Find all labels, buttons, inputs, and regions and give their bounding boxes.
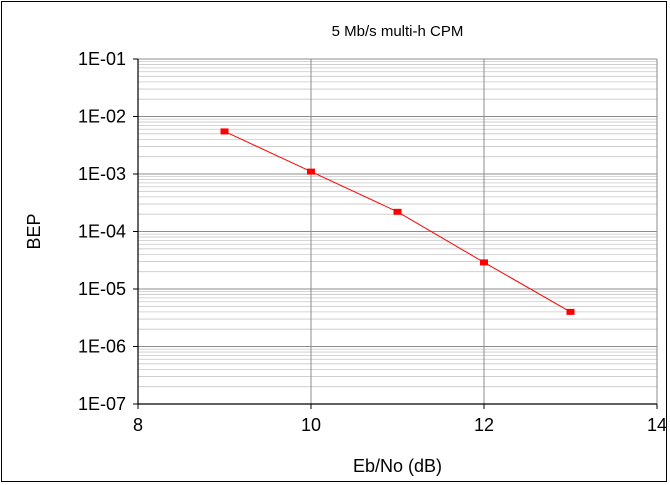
data-point-marker xyxy=(307,168,315,175)
minor-gridlines xyxy=(138,61,657,388)
y-tick-label: 1E-05 xyxy=(78,279,126,299)
x-axis-label: Eb/No (dB) xyxy=(353,456,442,476)
y-tick-label: 1E-03 xyxy=(78,164,126,184)
chart-title: 5 Mb/s multi-h CPM xyxy=(332,23,464,40)
series xyxy=(220,128,575,315)
x-tick-label: 14 xyxy=(647,415,667,435)
x-tick-labels: 8 10 12 14 xyxy=(133,404,667,435)
data-point-marker xyxy=(480,259,488,266)
y-tick-label: 1E-04 xyxy=(78,222,126,242)
y-tick-label: 1E-02 xyxy=(78,107,126,127)
y-tick-label: 1E-06 xyxy=(78,337,126,357)
y-axis-label: BEP xyxy=(24,213,44,249)
data-point-marker xyxy=(393,208,402,215)
y-tick-labels: 1E-01 1E-02 1E-03 1E-04 1E-05 1E-06 1E-07 xyxy=(78,49,138,414)
x-tick-label: 8 xyxy=(133,415,143,435)
y-tick-label: 1E-01 xyxy=(78,49,126,69)
y-tick-label: 1E-07 xyxy=(78,394,126,414)
x-tick-label: 10 xyxy=(301,415,321,435)
data-point-marker xyxy=(220,128,229,135)
data-point-marker xyxy=(566,308,575,315)
x-tick-label: 12 xyxy=(474,415,494,435)
